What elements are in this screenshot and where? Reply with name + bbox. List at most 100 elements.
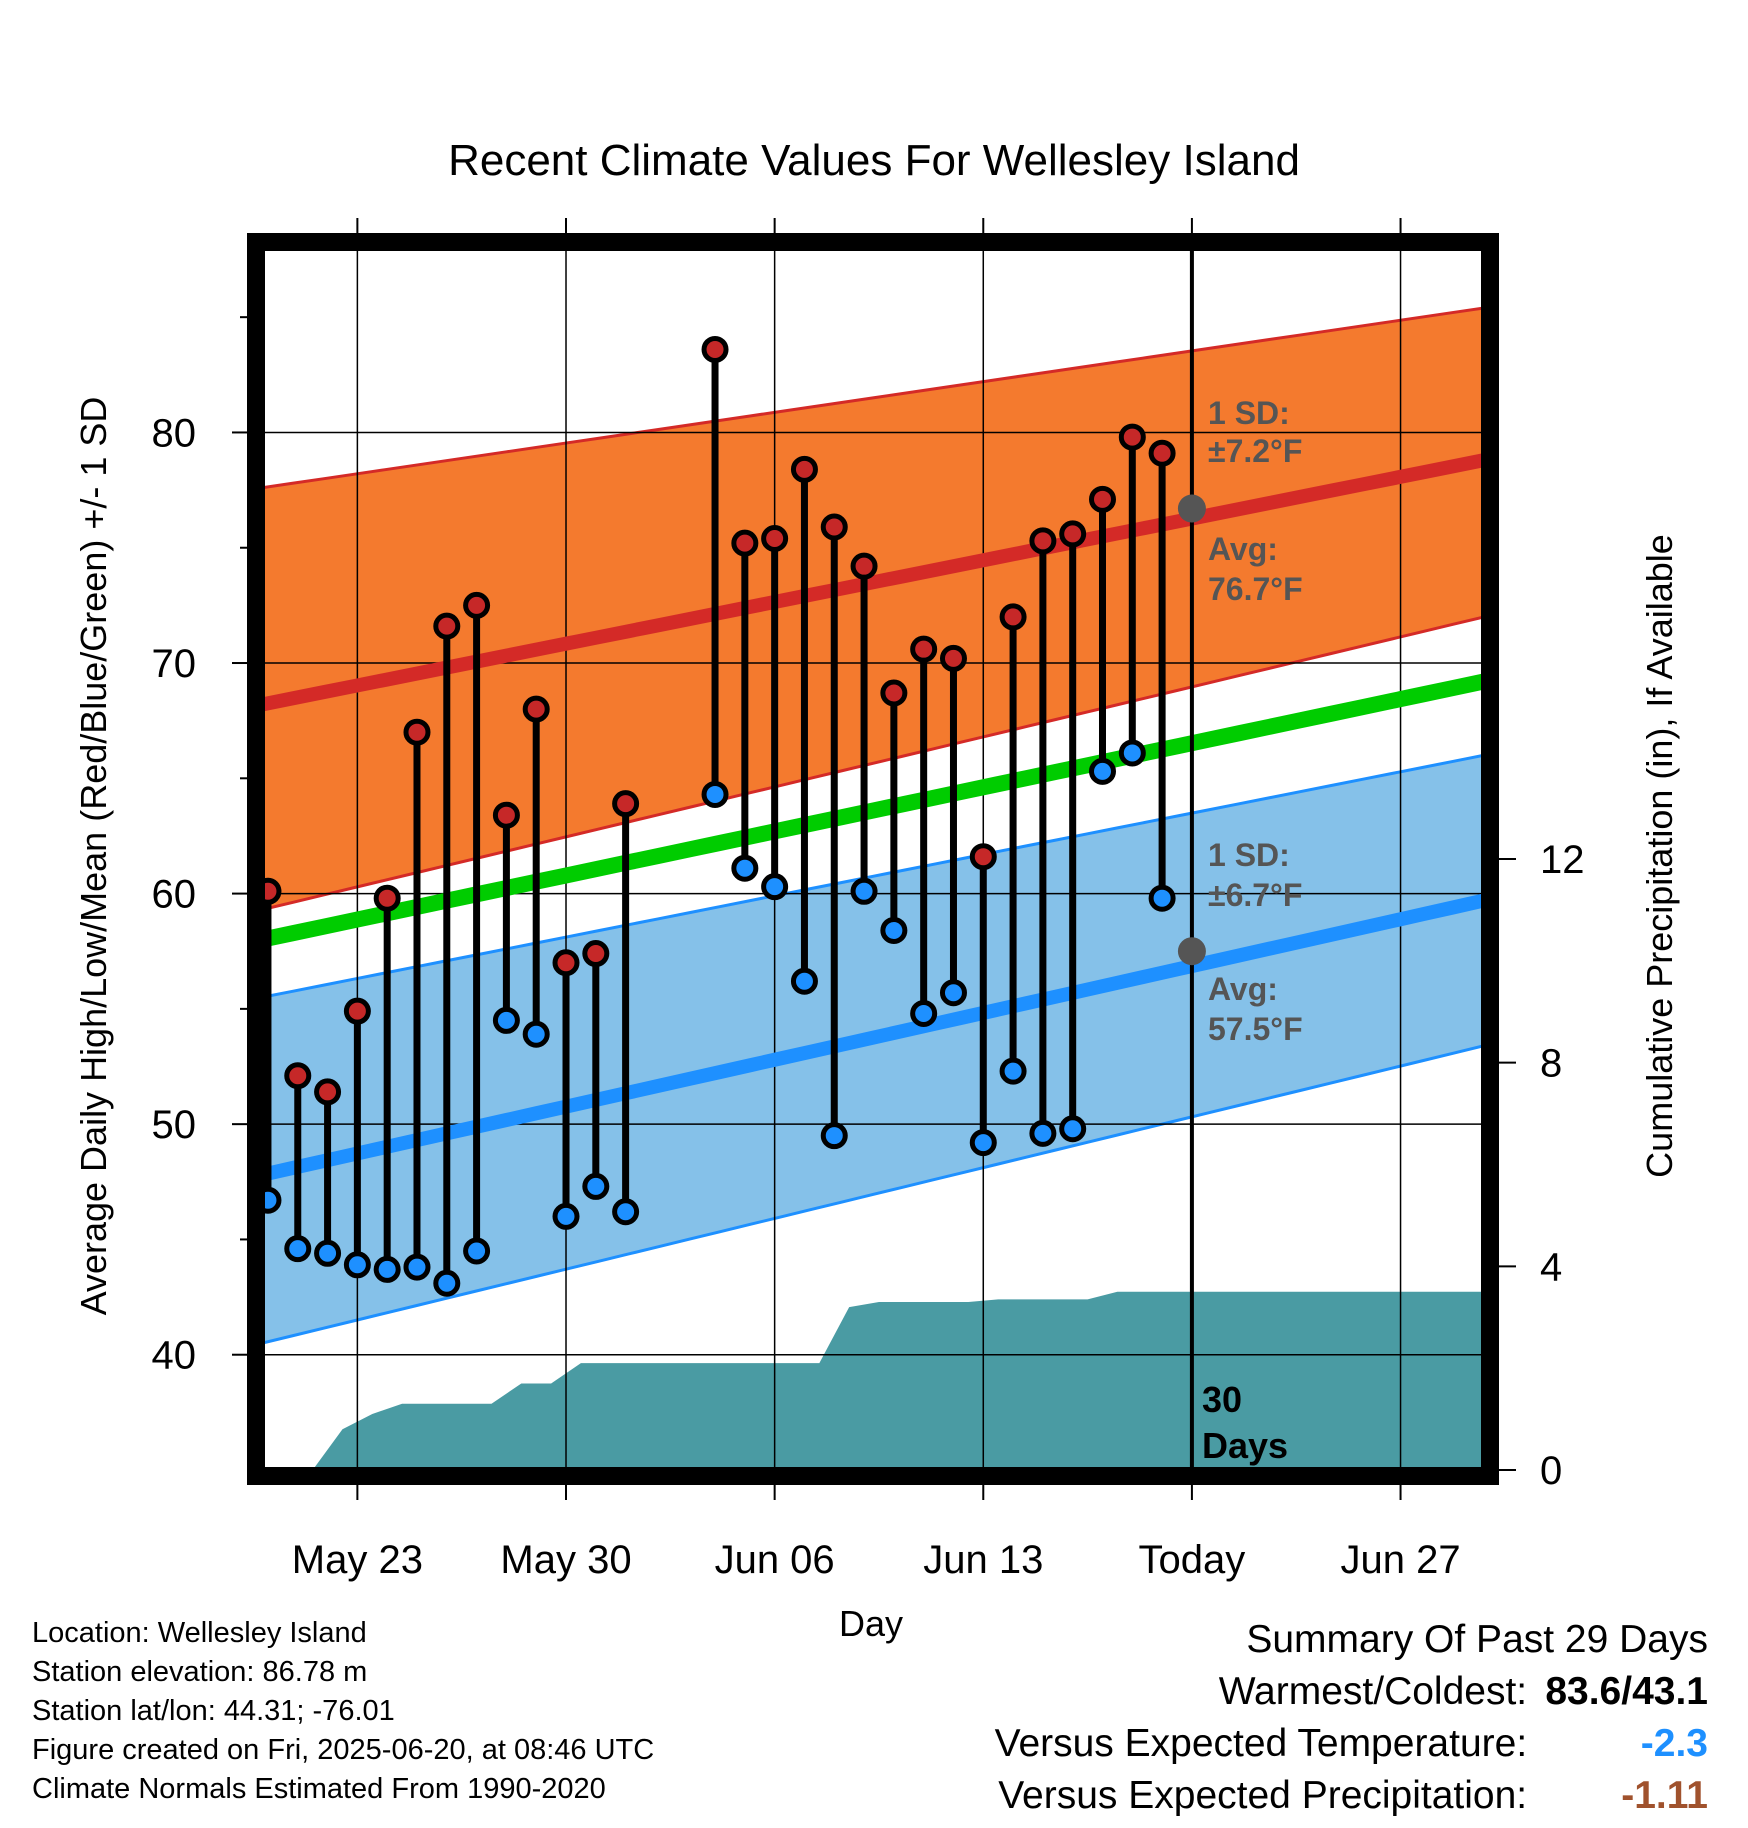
daily-high-point xyxy=(403,718,431,746)
daily-high-point xyxy=(1118,423,1146,451)
summary-panel: Summary Of Past 29 Days Warmest/Coldest:… xyxy=(995,1614,1708,1822)
daily-low-point xyxy=(1148,884,1176,912)
low-sd-band-upper-edge xyxy=(262,753,1484,999)
daily-high-point xyxy=(1029,527,1057,555)
daily-high-point xyxy=(731,529,759,557)
daily-high-point xyxy=(880,679,908,707)
daily-low-point xyxy=(790,967,818,995)
daily-low-point xyxy=(373,1255,401,1283)
overlay xyxy=(254,248,1206,1470)
created-text: Figure created on Fri, 2025-06-20, at 08… xyxy=(32,1734,655,1766)
daily-high-point xyxy=(284,1062,312,1090)
high-sd-label: 1 SD: xyxy=(1208,395,1290,431)
daily-high-point xyxy=(701,335,729,363)
station-info: Location: Wellesley Island Station eleva… xyxy=(32,1614,654,1809)
daily-low-point xyxy=(1059,1115,1087,1143)
daily-high-point xyxy=(552,949,580,977)
daily-low-point xyxy=(433,1269,461,1297)
x-tick-label: Today xyxy=(1139,1538,1246,1582)
axes: 40 50 60 70 80 0 4 8 12 May 23 May 30 Jun 06 Jun 13 T… xyxy=(152,218,1585,1582)
daily-high-point xyxy=(582,940,610,968)
high-avg-label: Avg: xyxy=(1208,531,1278,567)
y2-tick-label: 4 xyxy=(1540,1245,1562,1289)
daily-low-point xyxy=(761,873,789,901)
daily-high-point xyxy=(314,1078,342,1106)
high-sd-band xyxy=(262,307,1484,910)
x-tick-label: Jun 06 xyxy=(715,1538,835,1582)
daily-low-point xyxy=(999,1057,1027,1085)
low-avg-value: 57.5°F xyxy=(1208,1011,1303,1047)
y-tick-label: 80 xyxy=(152,411,197,455)
x-tick-label: Jun 27 xyxy=(1340,1538,1460,1582)
summary-temp-row: Versus Expected Temperature: -2.3 xyxy=(995,1718,1708,1770)
y2-tick-label: 12 xyxy=(1540,838,1585,882)
daily-low-point xyxy=(403,1253,431,1281)
daily-low-point xyxy=(522,1020,550,1048)
y2-axis-label: Cumulative Precipitation (in), If Availa… xyxy=(1639,534,1680,1178)
high-annotation: 1 SD: ±7.2°F Avg: 76.7°F xyxy=(1208,395,1303,607)
high-normal-line xyxy=(262,453,1484,712)
today-low-avg-marker xyxy=(1177,937,1206,966)
daily-high-point xyxy=(999,603,1027,631)
daily-low-point xyxy=(731,854,759,882)
normals-text: Climate Normals Estimated From 1990-2020 xyxy=(32,1773,606,1805)
low-sd-value: ±6.7°F xyxy=(1208,877,1302,913)
location-text: Location: Wellesley Island xyxy=(32,1617,367,1649)
summary-precip-row: Versus Expected Precipitation: -1.11 xyxy=(995,1770,1708,1822)
x-tick-label: May 23 xyxy=(292,1538,423,1582)
daily-low-point xyxy=(1088,757,1116,785)
low-annotation: 1 SD: ±6.7°F Avg: 57.5°F xyxy=(1208,837,1303,1047)
warmest-value: 83.6/43.1 xyxy=(1545,1670,1708,1713)
days-annotation: 30 Days xyxy=(1202,1379,1288,1466)
daily-high-point xyxy=(761,525,789,553)
latlon-text: Station lat/lon: 44.31; -76.01 xyxy=(32,1695,395,1727)
daily-high-point xyxy=(969,843,997,871)
daily-high-point xyxy=(343,997,371,1025)
daily-low-point xyxy=(582,1172,610,1200)
precip-value: -1.11 xyxy=(1621,1774,1708,1817)
mean-normal-line xyxy=(262,673,1484,948)
daily-low-point xyxy=(463,1237,491,1265)
precip-area xyxy=(267,1291,1484,1470)
x-axis-label: Day xyxy=(839,1603,903,1644)
daily-high-point xyxy=(939,644,967,672)
y-tick-label: 50 xyxy=(152,1103,197,1147)
daily-low-point xyxy=(880,916,908,944)
daily-low-point xyxy=(343,1251,371,1279)
y-tick-label: 40 xyxy=(152,1334,197,1378)
daily-high-point xyxy=(373,884,401,912)
daily-high-point xyxy=(463,591,491,619)
chart-title: Recent Climate Values For Wellesley Isla… xyxy=(448,136,1300,185)
daily-low-point xyxy=(492,1006,520,1034)
warmest-label: Warmest/Coldest: xyxy=(1218,1670,1528,1713)
daily-low-point xyxy=(552,1202,580,1230)
daily-high-point xyxy=(790,455,818,483)
y-tick-label: 60 xyxy=(152,873,197,917)
high-sd-band-upper-edge xyxy=(262,306,1484,490)
daily-low-point xyxy=(1118,739,1146,767)
daily-low-point xyxy=(850,877,878,905)
summary-warmest-row: Warmest/Coldest: 83.6/43.1 xyxy=(995,1666,1708,1718)
low-avg-label: Avg: xyxy=(1208,971,1278,1007)
daily-high-point xyxy=(1088,485,1116,513)
daily-low-point xyxy=(820,1122,848,1150)
daily-high-point xyxy=(820,513,848,541)
plot-frame xyxy=(247,233,1499,1485)
high-sd-value: ±7.2°F xyxy=(1208,433,1302,469)
low-normal-line xyxy=(262,893,1484,1182)
y-tick-label: 70 xyxy=(152,642,197,686)
daily-high-point xyxy=(522,695,550,723)
x-tick-label: Jun 13 xyxy=(923,1538,1043,1582)
elevation-text: Station elevation: 86.78 m xyxy=(32,1656,368,1688)
daily-high-point xyxy=(492,801,520,829)
daily-high-point xyxy=(850,552,878,580)
daily-low-point xyxy=(939,979,967,1007)
daily-low-point xyxy=(284,1235,312,1263)
daily-low-point xyxy=(910,999,938,1027)
x-tick-label: May 30 xyxy=(500,1538,631,1582)
precip-label: Versus Expected Precipitation: xyxy=(998,1774,1528,1817)
daily-high-point xyxy=(612,790,640,818)
daily-high-point xyxy=(433,612,461,640)
daily-low-point xyxy=(701,780,729,808)
